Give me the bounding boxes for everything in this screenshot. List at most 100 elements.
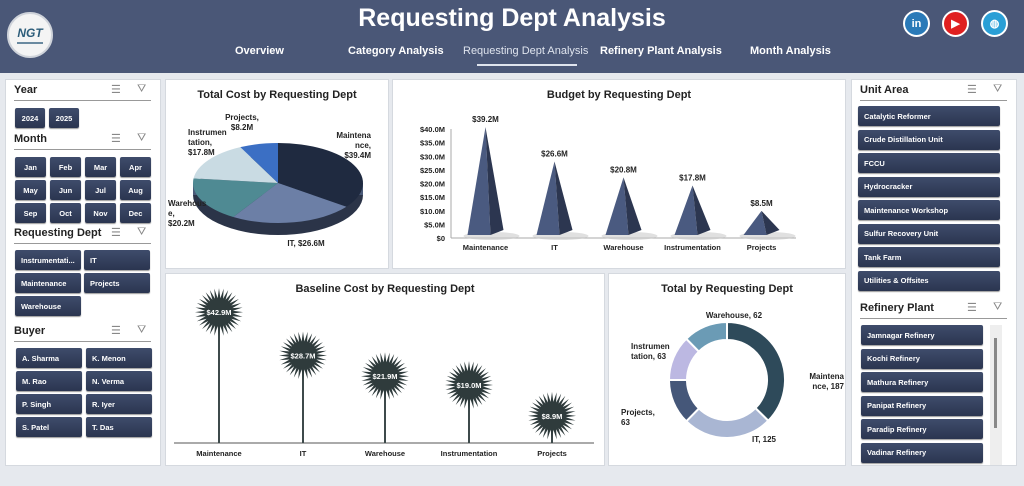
slicer-item-plant[interactable]: Jamnagar Refinery <box>861 325 983 345</box>
pie-data-label: Instrumen tation, $17.8M <box>188 128 227 157</box>
slicer-item-dept[interactable]: Projects <box>84 273 150 293</box>
header: NGT Requesting Dept Analysis Overview Ca… <box>0 0 1024 73</box>
multi-select-icon[interactable]: ☰ <box>111 84 131 96</box>
slicer-item-buyer[interactable]: K. Menon <box>86 348 152 368</box>
donut-label-line: 63 <box>621 418 630 427</box>
slicer-item-plant[interactable]: Panipat Refinery <box>861 395 983 416</box>
pie-label-line: Warehous <box>168 199 207 208</box>
donut-label-line: Projects, <box>621 408 655 417</box>
slicer-item-month[interactable]: Jul <box>85 180 116 200</box>
slicer-divider <box>860 100 1007 101</box>
budget-chart-panel: Budget by Requesting Dept $0 $5.0M $10.0M $… <box>392 79 846 269</box>
pyramid-bar-warehouse <box>605 177 629 235</box>
tab-overview[interactable]: Overview <box>235 45 284 57</box>
donut-label-line: tation, 63 <box>631 352 667 361</box>
total-cost-pie-panel: Total Cost by Requesting Dept Maintena nc… <box>165 79 389 269</box>
slicer-item-month[interactable]: Oct <box>50 203 81 223</box>
clear-filter-icon[interactable]: ⛛ <box>137 83 157 95</box>
slicer-item-dept[interactable]: IT <box>84 250 150 270</box>
slicer-item-month[interactable]: Dec <box>120 203 151 223</box>
slicer-item-month[interactable]: Mar <box>85 157 116 177</box>
pyramid-side <box>623 177 642 235</box>
clear-filter-icon[interactable]: ⛛ <box>993 83 1013 95</box>
tab-month-analysis[interactable]: Month Analysis <box>750 45 831 57</box>
donut-slice-maintenance <box>726 320 786 423</box>
slicer-item-year[interactable]: 2024 <box>15 108 45 128</box>
pie-label-line: $17.8M <box>188 148 215 157</box>
data-label: $28.7M <box>290 351 315 360</box>
multi-select-icon[interactable]: ☰ <box>111 227 131 239</box>
slicer-item-unit[interactable]: FCCU <box>858 153 1000 173</box>
data-label: $17.8M <box>679 173 706 182</box>
slicer-item-month[interactable]: Feb <box>50 157 81 177</box>
clear-filter-icon[interactable]: ⛛ <box>993 301 1013 313</box>
slicer-item-buyer[interactable]: S. Patel <box>16 417 82 437</box>
donut-data-label: Warehouse, 62 <box>706 311 763 320</box>
multi-select-icon[interactable]: ☰ <box>967 302 987 314</box>
multi-select-icon[interactable]: ☰ <box>967 84 987 96</box>
slicer-item-month[interactable]: Sep <box>15 203 46 223</box>
slicer-item-dept[interactable]: Instrumentati... <box>15 250 81 270</box>
multi-select-icon[interactable]: ☰ <box>111 325 131 337</box>
slicer-item-unit[interactable]: Hydrocracker <box>858 176 1000 197</box>
slicer-item-month[interactable]: Aug <box>120 180 151 200</box>
tab-refinery-plant-analysis[interactable]: Refinery Plant Analysis <box>600 45 722 57</box>
slicer-title-buyer: Buyer <box>14 325 46 337</box>
slicer-title-month: Month <box>14 133 47 145</box>
slicer-title-plant: Refinery Plant <box>860 302 934 314</box>
slicer-divider <box>14 149 151 150</box>
pyramid-bar-maintenance <box>467 127 491 235</box>
linkedin-icon[interactable]: in <box>903 10 930 37</box>
pie-label-line: $20.2M <box>168 219 195 228</box>
slicer-item-unit[interactable]: Catalytic Reformer <box>858 106 1000 126</box>
data-label: $21.9M <box>372 372 397 381</box>
slicer-item-month[interactable]: Nov <box>85 203 116 223</box>
slicer-item-buyer[interactable]: N. Verma <box>86 371 152 391</box>
slicer-item-unit[interactable]: Tank Farm <box>858 247 1000 267</box>
x-tick-label: Warehouse <box>603 243 643 252</box>
chart-title: Budget by Requesting Dept <box>546 89 692 101</box>
slicer-item-unit[interactable]: Sulfur Recovery Unit <box>858 223 1000 244</box>
clear-filter-icon[interactable]: ⛛ <box>137 324 157 336</box>
slicer-item-buyer[interactable]: A. Sharma <box>16 348 82 368</box>
slicer-item-year[interactable]: 2025 <box>49 108 79 128</box>
slicer-item-dept[interactable]: Warehouse <box>15 296 81 316</box>
y-tick-label: $20.0M <box>420 180 445 189</box>
slicer-item-month[interactable]: Jun <box>50 180 81 200</box>
chart-title: Total by Requesting Dept <box>661 283 793 295</box>
slicer-item-buyer[interactable]: R. Iyer <box>86 394 152 414</box>
x-tick-label: IT <box>551 243 558 252</box>
x-tick-label: Instrumentation <box>441 449 498 458</box>
slicer-item-buyer[interactable]: M. Rao <box>16 371 82 391</box>
globe-icon[interactable]: ◍ <box>981 10 1008 37</box>
tab-requesting-dept-analysis[interactable]: Requesting Dept Analysis <box>463 45 589 57</box>
pie-data-label: IT, $26.6M <box>287 239 325 248</box>
donut-data-label: IT, 125 <box>752 435 777 444</box>
slicer-item-plant[interactable]: Mathura Refinery <box>861 372 983 392</box>
slicer-item-plant[interactable]: Kochi Refinery <box>861 348 983 369</box>
slicer-item-month[interactable]: May <box>15 180 46 200</box>
slicer-item-unit[interactable]: Maintenance Workshop <box>858 200 1000 220</box>
slicer-item-unit[interactable]: Crude Distillation Unit <box>858 129 1000 150</box>
pie-data-label: Maintena nce, $39.4M <box>336 131 371 160</box>
slicer-item-plant[interactable]: Paradip Refinery <box>861 419 983 439</box>
slicer-item-unit[interactable]: Utilities & Offsites <box>858 270 1000 291</box>
lollipop-starburst-maintenance <box>195 288 243 337</box>
slicer-item-dept[interactable]: Maintenance <box>15 273 81 293</box>
slicer-item-plant[interactable]: Vadinar Refinery <box>861 442 983 463</box>
slicer-item-month[interactable]: Jan <box>15 157 46 177</box>
slicer-item-buyer[interactable]: P. Singh <box>16 394 82 414</box>
plant-scroll-thumb[interactable] <box>994 338 997 428</box>
youtube-icon[interactable]: ▶ <box>942 10 969 37</box>
donut-slice-warehouse <box>684 320 728 353</box>
tab-category-analysis[interactable]: Category Analysis <box>348 45 444 57</box>
pie-label-line: IT, $26.6M <box>287 239 325 248</box>
clear-filter-icon[interactable]: ⛛ <box>137 132 157 144</box>
multi-select-icon[interactable]: ☰ <box>111 133 131 145</box>
slicer-item-buyer[interactable]: T. Das <box>86 417 152 437</box>
active-tab-underline <box>477 64 577 66</box>
slicer-item-month[interactable]: Apr <box>120 157 151 177</box>
y-tick-label: $10.0M <box>420 207 445 216</box>
clear-filter-icon[interactable]: ⛛ <box>137 226 157 238</box>
right-slicer-panel: Unit Area ☰ ⛛ Catalytic Reformer Crude Disti… <box>851 79 1017 466</box>
